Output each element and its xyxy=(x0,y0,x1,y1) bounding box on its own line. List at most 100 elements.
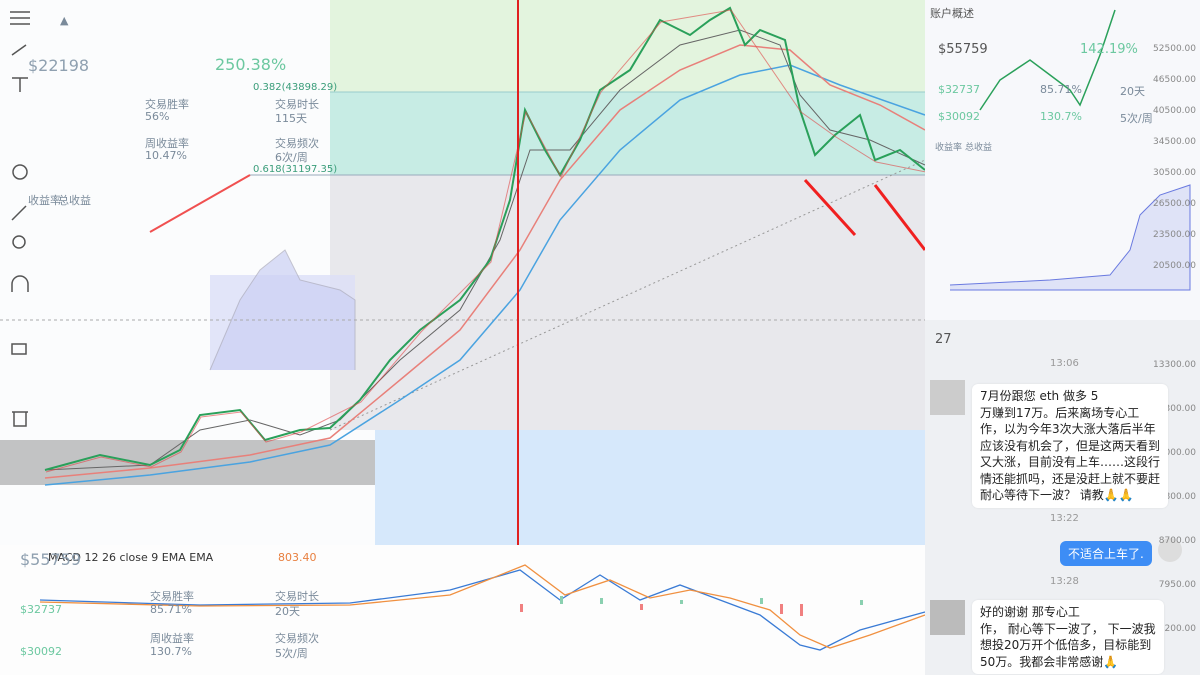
stat-label: 交易胜率 xyxy=(145,98,189,111)
stat-value: 20天 xyxy=(1120,85,1145,98)
toolbar xyxy=(10,11,30,427)
fib-label: 0.618(31197.35) xyxy=(253,164,338,175)
mini-area xyxy=(949,184,1191,291)
fib-zone-gray xyxy=(330,175,925,430)
tool-trash[interactable] xyxy=(12,411,28,427)
chat-time: 13:22 xyxy=(1050,513,1079,524)
avatar xyxy=(930,600,965,635)
tool-line[interactable] xyxy=(11,44,27,56)
arrow xyxy=(803,178,857,237)
chat-reply: 不适合上车了. xyxy=(1060,541,1152,566)
tool-text[interactable] xyxy=(12,77,28,92)
axis-label: 13300.00 xyxy=(1153,360,1196,370)
axis-label: 7200.00 xyxy=(1158,624,1196,634)
stat-value: $30092 xyxy=(938,110,980,123)
axis-label: 40500.00 xyxy=(1153,106,1196,116)
trend-line xyxy=(329,159,926,431)
macd-histogram-neg xyxy=(520,604,803,616)
chat-count[interactable]: 27 xyxy=(935,332,952,347)
macd-histogram xyxy=(560,596,863,605)
message-line: 好的谢谢 那专心工 xyxy=(980,605,1080,619)
ma-line xyxy=(44,29,926,471)
stat-value: 10.47% xyxy=(145,149,187,162)
fib-zone-blue xyxy=(375,430,975,545)
message-line: 又大涨，目前没有上车……这段行 xyxy=(980,455,1161,469)
ma-line xyxy=(44,64,926,486)
chat-message: 好的谢谢 那专心工 作， 耐心等下一波了， 下一波我 想投20万开个低倍多，目标能到… xyxy=(972,600,1164,674)
macd-value: 803.40 xyxy=(278,551,317,564)
axis-label: 46500.00 xyxy=(1153,75,1196,85)
tool-emoji[interactable] xyxy=(12,164,28,180)
tool-zoom[interactable] xyxy=(12,235,26,249)
axis-label: 20500.00 xyxy=(1153,261,1196,271)
axis-label: 12300.00 xyxy=(1153,404,1196,414)
macd-pane xyxy=(0,545,925,675)
price-line-down xyxy=(45,9,927,473)
chat-time: 13:06 xyxy=(1050,358,1079,369)
stat-label: 交易时长 xyxy=(275,98,319,111)
fib-zone-green xyxy=(330,0,925,92)
message-line: 耐心等待下一波？ 请教🙏🙏 xyxy=(980,488,1134,502)
message-line: 7月份跟您 eth 做多 5 xyxy=(980,389,1099,403)
axis-label: 26500.00 xyxy=(1153,199,1196,209)
ma-line xyxy=(44,44,926,479)
avatar xyxy=(930,380,965,415)
axis-label: 52500.00 xyxy=(1153,44,1196,54)
stat-label: 交易频次 xyxy=(275,137,319,150)
axis-label: 7950.00 xyxy=(1158,580,1196,590)
return: 250.38% xyxy=(215,55,287,74)
message-line: 想投20万开个低倍多，目标能到 xyxy=(980,638,1152,652)
message-line: 作，以为今年3次大涨大落后半年 xyxy=(980,422,1156,436)
stat-value: $30092 xyxy=(20,645,62,658)
message-line: 情还能抓吗，还是没赶上就不要赶 xyxy=(980,471,1161,486)
tab[interactable]: 总收益 xyxy=(58,194,91,207)
stat-value: 115天 xyxy=(275,112,307,125)
arrow xyxy=(149,174,251,233)
axis-label: 11000.00 xyxy=(1153,448,1196,458)
tab[interactable]: 总收益 xyxy=(965,143,993,153)
tool-menu[interactable] xyxy=(10,11,30,25)
stat-value: 20天 xyxy=(275,605,300,618)
stat-value: $32737 xyxy=(20,603,62,616)
tab[interactable]: 收益率 xyxy=(935,143,963,153)
stat-value: 5次/周 xyxy=(1120,112,1153,125)
axis-label: 9800.00 xyxy=(1158,492,1196,502)
stat-label: 周收益率 xyxy=(150,632,194,645)
panel-title: ▲ xyxy=(60,14,69,27)
axis-label: 8700.00 xyxy=(1158,536,1196,546)
return: 142.19% xyxy=(1080,42,1138,57)
tool-magnet[interactable] xyxy=(11,275,29,292)
stat-value: $32737 xyxy=(938,83,980,96)
stat-value: 130.7% xyxy=(150,645,192,658)
arrow xyxy=(873,184,927,251)
axis-label: 30500.00 xyxy=(1153,168,1196,178)
stat-value: 130.7% xyxy=(1040,110,1082,123)
mini-price xyxy=(979,9,1116,111)
tab[interactable]: 收益率 xyxy=(28,194,61,207)
balance: $55759 xyxy=(20,550,82,569)
stat-value: 85.71% xyxy=(150,603,192,616)
tool-lock[interactable] xyxy=(11,343,27,355)
balance: $55759 xyxy=(938,42,988,57)
panel-title: 账户概述 xyxy=(930,7,974,20)
fib-label: 0.382(43898.29) xyxy=(253,82,338,93)
balance: $22198 xyxy=(28,56,90,75)
stat-value: 5次/周 xyxy=(275,647,308,660)
stat-value: 85.71% xyxy=(1040,83,1082,96)
overlay-area-line xyxy=(209,249,356,371)
axis-label: 23500.00 xyxy=(1153,230,1196,240)
stat-label: 交易时长 xyxy=(275,590,319,603)
fib-zone-teal xyxy=(330,92,975,175)
tool-ruler[interactable] xyxy=(11,205,27,221)
signal-line xyxy=(39,564,926,649)
chat-time: 13:28 xyxy=(1050,576,1079,587)
stat-value: 56% xyxy=(145,110,170,123)
chat-message: 7月份跟您 eth 做多 5 万赚到17万。后来离场专心工 作，以为今年3次大涨大落… xyxy=(972,384,1169,508)
message-line: 应该没有机会了，但是这两天看到 xyxy=(980,438,1161,453)
macd-line xyxy=(39,569,926,651)
stat-label: 周收益率 xyxy=(145,137,189,150)
axis-label: 34500.00 xyxy=(1153,137,1196,147)
stat-value: 6次/周 xyxy=(275,151,308,164)
